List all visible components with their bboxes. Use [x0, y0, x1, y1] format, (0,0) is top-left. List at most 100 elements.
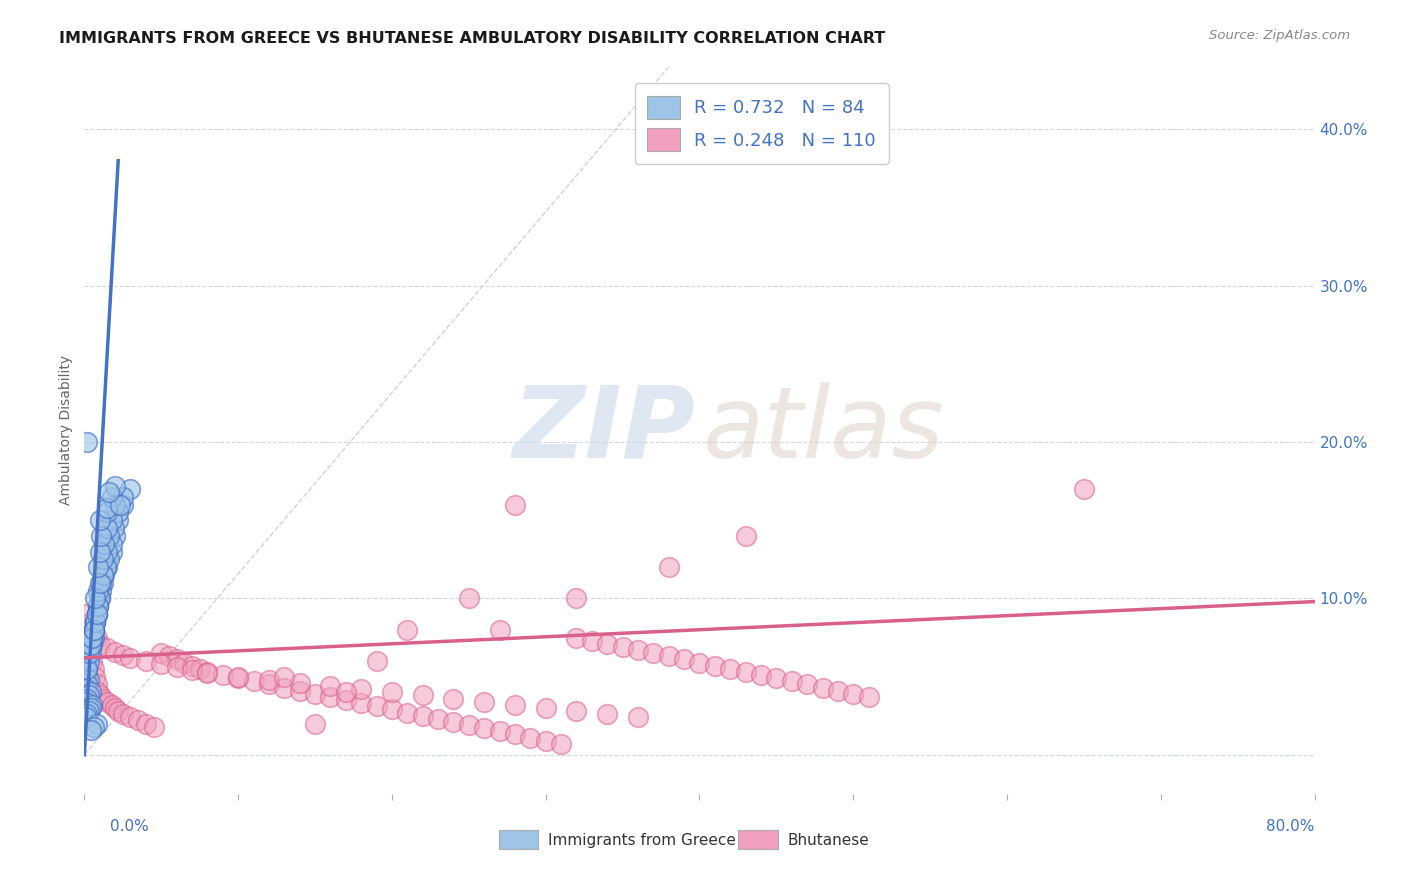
Point [718, 662, 741, 676]
Point [396, 623, 419, 637]
Point [101, 544, 124, 558]
Point [79, 615, 101, 629]
Point [75, 710, 97, 724]
Point [101, 537, 124, 551]
Point [104, 498, 127, 512]
Point [142, 720, 165, 734]
Text: IMMIGRANTS FROM GREECE VS BHUTANESE AMBULATORY DISABILITY CORRELATION CHART: IMMIGRANTS FROM GREECE VS BHUTANESE AMBU… [59, 31, 886, 46]
Point [550, 737, 572, 751]
Point [472, 695, 495, 709]
Point [76, 691, 98, 706]
Point [75, 623, 97, 637]
Point [472, 721, 495, 735]
Point [319, 690, 342, 704]
Point [83, 720, 105, 734]
Point [86, 607, 108, 621]
Point [288, 676, 311, 690]
Point [150, 646, 173, 660]
Point [120, 651, 142, 665]
Point [80, 631, 103, 645]
Point [83, 623, 105, 637]
Point [80, 631, 103, 645]
Point [90, 575, 112, 590]
Point [77, 638, 100, 652]
Point [91, 575, 114, 590]
Point [87, 560, 110, 574]
Point [627, 710, 650, 724]
Point [89, 575, 111, 590]
Point [93, 568, 115, 582]
Point [273, 681, 295, 695]
Point [396, 706, 419, 720]
Point [76, 631, 98, 645]
Point [734, 665, 756, 679]
Point [86, 677, 108, 691]
Point [96, 521, 118, 535]
Point [534, 733, 557, 747]
Point [443, 691, 465, 706]
Point [596, 707, 619, 722]
Point [96, 695, 118, 709]
Point [111, 648, 134, 662]
Text: ZIP: ZIP [513, 382, 696, 479]
Point [96, 560, 118, 574]
Point [79, 646, 101, 660]
Point [96, 500, 118, 515]
Point [488, 724, 510, 739]
Point [658, 649, 681, 664]
Point [75, 682, 97, 697]
Point [166, 660, 188, 674]
Point [79, 723, 101, 737]
Point [157, 649, 180, 664]
Point [98, 485, 120, 500]
Point [534, 701, 557, 715]
Point [76, 662, 98, 676]
Point [257, 677, 280, 691]
Point [242, 674, 264, 689]
Point [107, 704, 129, 718]
Point [75, 654, 97, 668]
Text: Bhutanese: Bhutanese [787, 833, 869, 847]
Point [96, 506, 118, 520]
Point [120, 710, 142, 724]
Point [84, 615, 107, 629]
Point [689, 656, 711, 670]
Point [84, 615, 107, 629]
Point [87, 685, 110, 699]
Point [93, 537, 115, 551]
Point [565, 591, 588, 606]
Point [83, 623, 105, 637]
Point [79, 638, 101, 652]
Point [101, 698, 124, 712]
Point [77, 654, 100, 668]
Point [226, 670, 249, 684]
Point [627, 643, 650, 657]
Point [457, 718, 479, 732]
Point [96, 544, 118, 558]
Point [104, 479, 127, 493]
Point [673, 652, 696, 666]
Point [103, 521, 125, 535]
Point [842, 687, 865, 701]
Point [87, 599, 110, 614]
Point [197, 665, 219, 679]
Point [91, 691, 114, 706]
Point [827, 683, 849, 698]
Point [104, 645, 127, 659]
Point [111, 498, 134, 512]
Point [83, 623, 105, 637]
Point [335, 685, 357, 699]
Y-axis label: Ambulatory Disability: Ambulatory Disability [59, 355, 73, 506]
Point [83, 631, 105, 645]
Point [1073, 482, 1095, 496]
Point [91, 568, 114, 582]
Text: 80.0%: 80.0% [1267, 820, 1315, 834]
Point [381, 702, 404, 716]
Point [86, 607, 108, 621]
Point [173, 656, 195, 670]
Point [83, 662, 105, 676]
Point [188, 662, 211, 676]
Point [811, 681, 834, 695]
Point [581, 633, 603, 648]
Point [796, 677, 818, 691]
